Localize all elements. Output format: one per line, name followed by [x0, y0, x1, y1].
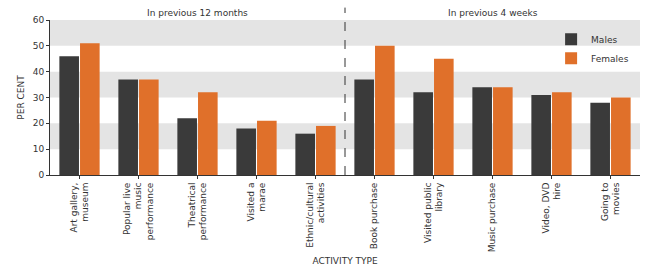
svg-text:Males: Males: [591, 35, 617, 45]
svg-text:30: 30: [33, 93, 45, 103]
svg-text:40: 40: [33, 67, 45, 77]
svg-text:Theatricalperformance: Theatricalperformance: [187, 182, 209, 240]
svg-text:Popular livemusicperformance: Popular livemusicperformance: [122, 182, 155, 240]
svg-text:0: 0: [38, 170, 44, 180]
svg-text:In previous 4 weeks: In previous 4 weeks: [448, 8, 538, 18]
svg-text:Visited publiclibrary: Visited publiclibrary: [423, 182, 445, 243]
svg-text:Book purchase: Book purchase: [369, 182, 379, 249]
svg-text:Music purchase: Music purchase: [487, 182, 497, 252]
svg-text:PER CENT: PER CENT: [16, 75, 26, 120]
svg-text:Ethnic/culturalactivities: Ethnic/culturalactivities: [305, 182, 327, 248]
svg-text:20: 20: [33, 118, 45, 128]
svg-text:Video, DVDhire: Video, DVDhire: [541, 182, 563, 233]
svg-text:10: 10: [33, 144, 45, 154]
svg-text:50: 50: [33, 41, 45, 51]
svg-text:Art gallery,museum: Art gallery,museum: [69, 183, 91, 233]
svg-text:Going tomovies: Going tomovies: [600, 182, 622, 221]
svg-text:ACTIVITY TYPE: ACTIVITY TYPE: [312, 256, 378, 266]
svg-text:Visited amarae: Visited amarae: [246, 182, 268, 221]
svg-text:60: 60: [33, 15, 45, 25]
svg-text:In previous 12 months: In previous 12 months: [147, 8, 248, 18]
svg-text:Females: Females: [591, 54, 629, 64]
